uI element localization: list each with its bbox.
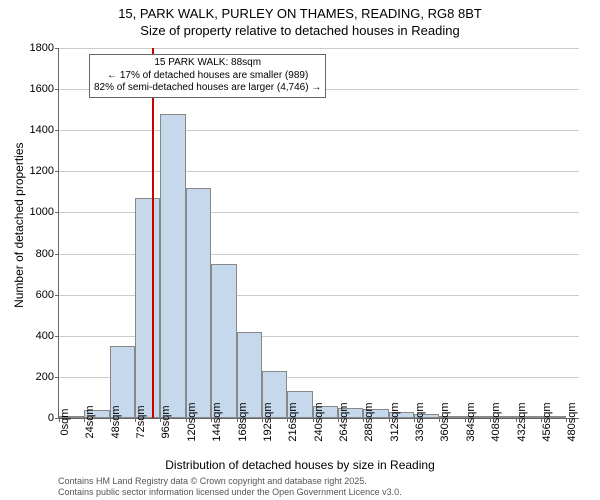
xtick-label: 192sqm	[262, 402, 274, 441]
histogram-bar	[135, 198, 160, 418]
ytick-label: 0	[48, 412, 54, 424]
xtick-label: 96sqm	[160, 405, 172, 438]
gridline	[59, 171, 579, 172]
xtick-label: 360sqm	[439, 402, 451, 441]
ytick-label: 200	[36, 371, 54, 383]
xtick-label: 216sqm	[287, 402, 299, 441]
xtick-label: 432sqm	[516, 402, 528, 441]
ytick-label: 1000	[30, 206, 54, 218]
chart-title: 15, PARK WALK, PURLEY ON THAMES, READING…	[0, 0, 600, 40]
plot-area: 0200400600800100012001400160018000sqm24s…	[58, 48, 579, 419]
xtick-label: 240sqm	[313, 402, 325, 441]
ytick-mark	[55, 48, 59, 49]
ytick-label: 600	[36, 289, 54, 301]
gridline	[59, 130, 579, 131]
property-size-histogram: 15, PARK WALK, PURLEY ON THAMES, READING…	[0, 0, 600, 500]
xtick-label: 480sqm	[566, 402, 578, 441]
ytick-label: 1200	[30, 165, 54, 177]
histogram-bar	[211, 264, 236, 418]
ytick-mark	[55, 336, 59, 337]
ytick-label: 400	[36, 330, 54, 342]
ytick-mark	[55, 89, 59, 90]
xtick-label: 336sqm	[414, 402, 426, 441]
histogram-bar	[186, 188, 211, 418]
ytick-mark	[55, 130, 59, 131]
attribution-footer: Contains HM Land Registry data © Crown c…	[58, 476, 402, 498]
xtick-label: 312sqm	[389, 402, 401, 441]
ytick-label: 800	[36, 248, 54, 260]
annotation-box: 15 PARK WALK: 88sqm ← 17% of detached ho…	[89, 54, 326, 98]
xtick-label: 456sqm	[541, 402, 553, 441]
ytick-mark	[55, 212, 59, 213]
ytick-mark	[55, 377, 59, 378]
ytick-mark	[55, 254, 59, 255]
title-line-2: Size of property relative to detached ho…	[0, 23, 600, 40]
xtick-label: 264sqm	[338, 402, 350, 441]
annotation-smaller: ← 17% of detached houses are smaller (98…	[94, 70, 321, 83]
y-axis-label: Number of detached properties	[12, 142, 26, 307]
xtick-label: 144sqm	[211, 402, 223, 441]
x-axis-label: Distribution of detached houses by size …	[0, 458, 600, 472]
footer-line-1: Contains HM Land Registry data © Crown c…	[58, 476, 402, 487]
histogram-bar	[160, 114, 185, 418]
xtick-label: 72sqm	[135, 405, 147, 438]
xtick-label: 408sqm	[490, 402, 502, 441]
ytick-label: 1400	[30, 124, 54, 136]
title-line-1: 15, PARK WALK, PURLEY ON THAMES, READING…	[0, 6, 600, 23]
annotation-larger: 82% of semi-detached houses are larger (…	[94, 82, 321, 95]
ytick-mark	[55, 171, 59, 172]
xtick-label: 120sqm	[186, 402, 198, 441]
annotation-property: 15 PARK WALK: 88sqm	[94, 57, 321, 70]
ytick-mark	[55, 295, 59, 296]
ytick-label: 1600	[30, 83, 54, 95]
xtick-label: 288sqm	[363, 402, 375, 441]
xtick-label: 48sqm	[110, 405, 122, 438]
footer-line-2: Contains public sector information licen…	[58, 487, 402, 498]
xtick-label: 24sqm	[84, 405, 96, 438]
gridline	[59, 48, 579, 49]
ytick-label: 1800	[30, 42, 54, 54]
xtick-label: 0sqm	[59, 409, 71, 436]
xtick-label: 384sqm	[465, 402, 477, 441]
xtick-label: 168sqm	[237, 402, 249, 441]
reference-line	[152, 48, 154, 418]
